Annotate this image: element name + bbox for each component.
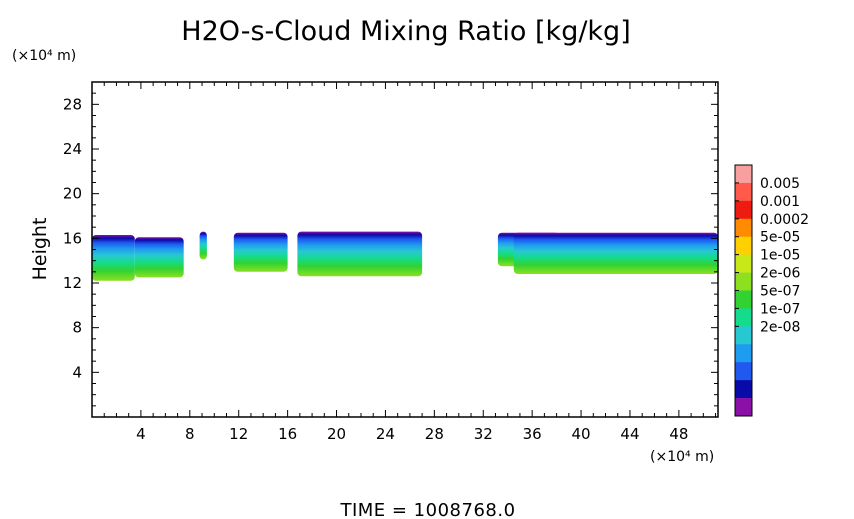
colorbar-swatch: [735, 272, 752, 291]
colorbar-swatch: [735, 236, 752, 255]
x-tick-label: 20: [327, 425, 346, 443]
x-tick-label: 40: [572, 425, 591, 443]
y-tick-label: 28: [63, 95, 82, 113]
colorbar-swatch: [735, 326, 752, 345]
x-tick-label: 48: [669, 425, 688, 443]
colorbar-label: 1e-05: [760, 248, 800, 264]
colorbar-label: 0.005: [760, 176, 800, 192]
x-tick-label: 16: [278, 425, 297, 443]
colorbar-swatch: [735, 380, 752, 399]
colorbar-label: 0.0002: [760, 212, 809, 228]
y-tick-label: 12: [63, 274, 82, 292]
colorbar-label: 0.001: [760, 194, 800, 210]
x-tick-label: 24: [376, 425, 395, 443]
y-axis: 4 8 12 16 20 24 28: [63, 92, 718, 407]
x-tick-label: 28: [425, 425, 444, 443]
colorbar-swatch: [735, 165, 752, 184]
cloud-region-3: [199, 231, 207, 260]
colorbar-label: 5e-07: [760, 284, 800, 300]
colorbar-swatch: [735, 344, 752, 363]
colorbar-swatch: [735, 290, 752, 309]
x-tick-label: 32: [474, 425, 493, 443]
colorbar-swatch: [735, 200, 752, 220]
colorbar-swatch: [735, 218, 752, 238]
colorbar-swatch: [735, 308, 752, 327]
colorbar-swatch: [735, 254, 752, 273]
x-tick-label: 8: [185, 425, 195, 443]
y-tick-label: 20: [63, 185, 82, 203]
cloud-field: [92, 231, 718, 281]
x-tick-label: 44: [620, 425, 639, 443]
cloud-region-2: [134, 237, 184, 278]
colorbar-label: 2e-08: [760, 319, 800, 335]
cloud-region-1: [92, 235, 135, 281]
y-axis-label: Height: [29, 218, 51, 281]
x-tick-label: 12: [229, 425, 248, 443]
x-axis-unit: (×10⁴ m): [650, 449, 714, 465]
colorbar-swatch: [735, 398, 752, 417]
cloud-region-7: [513, 232, 718, 274]
y-axis-unit: (×10⁴ m): [12, 48, 76, 64]
colorbar-swatch: [735, 362, 752, 381]
chart-title: H2O-s-Cloud Mixing Ratio [kg/kg]: [181, 16, 630, 47]
y-tick-label: 4: [72, 363, 82, 381]
colorbar: 0.005 0.001 0.0002 5e-05 1e-05 2e-06 5e-071e-0…: [734, 164, 809, 417]
colorbar-label: 5e-05: [760, 230, 800, 246]
x-axis: 4 8 12 16 20 24 28 32 36 40 44 48: [103, 82, 717, 443]
y-tick-label: 8: [72, 319, 82, 337]
x-tick-label: 4: [136, 425, 146, 443]
time-label: TIME = 1008768.0: [339, 500, 515, 519]
cloud-region-4: [233, 232, 288, 272]
colorbar-label: 2e-06: [760, 266, 800, 282]
colorbar-label: 1e-07: [760, 301, 800, 317]
colorbar-swatch: [735, 182, 752, 202]
y-tick-label: 16: [63, 229, 82, 247]
x-tick-label: 36: [523, 425, 542, 443]
y-tick-label: 24: [63, 140, 82, 158]
cloud-region-5: [297, 231, 423, 277]
